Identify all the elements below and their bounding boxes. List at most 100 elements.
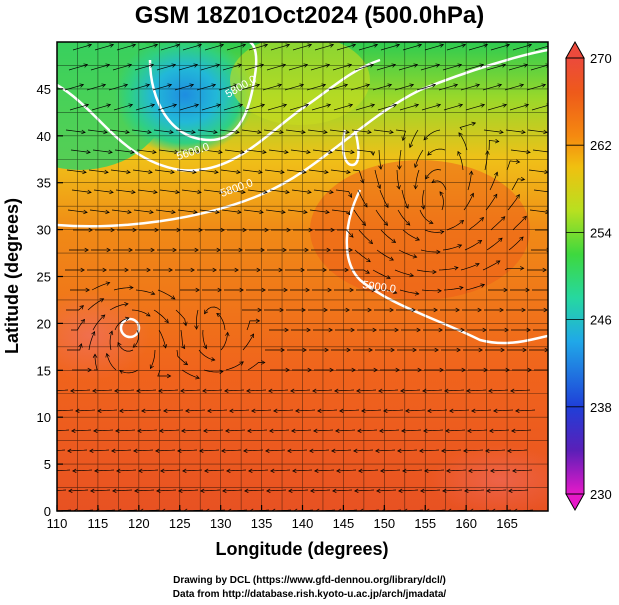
streamline xyxy=(57,489,67,491)
streamline-arrowhead xyxy=(526,149,531,155)
streamline xyxy=(155,209,176,213)
streamline-arrowhead xyxy=(244,488,249,494)
streamline-arrowhead xyxy=(285,43,291,48)
streamline-arrowhead xyxy=(246,388,251,394)
streamline xyxy=(262,84,282,91)
streamline xyxy=(397,449,418,452)
streamline xyxy=(119,369,139,374)
streamline xyxy=(353,209,366,226)
streamline-arrowhead xyxy=(131,43,137,48)
streamline xyxy=(442,489,463,492)
streamline-arrowhead xyxy=(437,288,442,294)
streamline xyxy=(204,44,224,51)
streamline xyxy=(200,64,220,71)
contour-line-5900 xyxy=(345,189,548,345)
streamline-arrowhead xyxy=(469,192,475,198)
streamline-arrowhead xyxy=(400,388,405,394)
streamline xyxy=(333,104,353,111)
streamline xyxy=(463,449,484,452)
streamline xyxy=(88,331,95,351)
streamline-arrowhead xyxy=(278,267,283,273)
streamline xyxy=(420,64,440,71)
streamline xyxy=(512,469,533,472)
streamline xyxy=(351,129,372,133)
streamline xyxy=(459,122,476,131)
streamline xyxy=(334,149,355,153)
streamline xyxy=(402,44,422,51)
y-tick-label: 15 xyxy=(37,363,51,378)
x-axis-label: Longitude (degrees) xyxy=(215,539,388,559)
streamline xyxy=(199,449,220,452)
streamline xyxy=(89,449,110,452)
streamline xyxy=(288,489,309,492)
y-tick-label: 30 xyxy=(37,223,51,238)
streamline-arrowhead xyxy=(548,150,552,154)
streamline-arrowhead xyxy=(303,63,309,68)
streamline xyxy=(75,409,96,412)
streamline-arrowhead xyxy=(515,159,521,164)
streamline xyxy=(222,64,242,71)
streamline-arrowhead xyxy=(413,63,419,68)
streamline-arrowhead xyxy=(149,364,154,370)
streamline xyxy=(158,389,179,392)
streamline xyxy=(361,409,382,412)
colorbar-tick-label: 238 xyxy=(590,400,612,415)
streamline-arrowhead xyxy=(284,149,289,155)
streamline xyxy=(399,149,402,170)
streamline xyxy=(504,267,524,271)
streamline xyxy=(202,389,223,392)
streamline-arrowhead xyxy=(479,216,485,222)
streamline-arrowhead xyxy=(249,508,254,511)
streamline-arrowhead xyxy=(489,428,494,434)
streamline-arrowhead xyxy=(432,269,437,275)
streamline-arrowhead xyxy=(409,83,415,88)
streamline xyxy=(332,64,352,71)
streamline xyxy=(285,129,306,133)
streamline-arrowhead xyxy=(376,488,381,494)
streamline-arrowhead xyxy=(183,508,188,511)
streamline-arrowhead xyxy=(257,307,262,313)
streamline xyxy=(284,84,304,91)
streamline xyxy=(419,449,440,452)
contour-line-5800-central xyxy=(57,48,548,228)
streamline-arrowhead xyxy=(395,367,400,373)
streamline xyxy=(216,313,226,331)
streamline xyxy=(244,64,264,71)
streamline-arrowhead xyxy=(86,149,91,155)
streamline-arrowhead xyxy=(326,247,331,253)
streamline xyxy=(292,44,312,51)
y-axis-label: Latitude (degrees) xyxy=(2,198,22,354)
y-tick-label: 25 xyxy=(37,270,51,285)
streamline xyxy=(130,84,150,91)
streamline-arrowhead xyxy=(493,408,498,414)
streamline xyxy=(68,64,88,71)
streamline-arrowhead xyxy=(551,228,555,232)
streamline-arrowhead xyxy=(105,281,111,286)
streamline xyxy=(66,169,87,173)
streamline xyxy=(306,84,326,91)
streamline xyxy=(400,389,421,392)
streamline-arrowhead xyxy=(345,307,350,313)
streamline xyxy=(115,429,136,432)
streamline-arrowhead xyxy=(365,83,371,88)
streamline-arrowhead xyxy=(459,285,464,291)
streamline-arrowhead xyxy=(238,103,244,108)
streamline-arrowhead xyxy=(219,369,224,375)
y-tick-label: 35 xyxy=(37,176,51,191)
streamline xyxy=(375,209,388,226)
streamline xyxy=(200,489,221,492)
streamline-arrowhead xyxy=(216,247,221,253)
streamline xyxy=(397,209,411,226)
streamline-arrowhead xyxy=(328,327,333,333)
streamline xyxy=(354,64,374,71)
streamline-arrowhead xyxy=(108,149,113,155)
streamline-arrowhead xyxy=(108,330,114,336)
streamline xyxy=(160,469,181,472)
streamline xyxy=(119,409,140,412)
streamline xyxy=(460,263,480,271)
streamline xyxy=(422,389,443,392)
streamline-arrowhead xyxy=(358,468,363,474)
streamline-arrowhead xyxy=(47,489,51,493)
streamline-arrowhead xyxy=(255,318,261,324)
streamline-arrowhead xyxy=(485,448,490,454)
